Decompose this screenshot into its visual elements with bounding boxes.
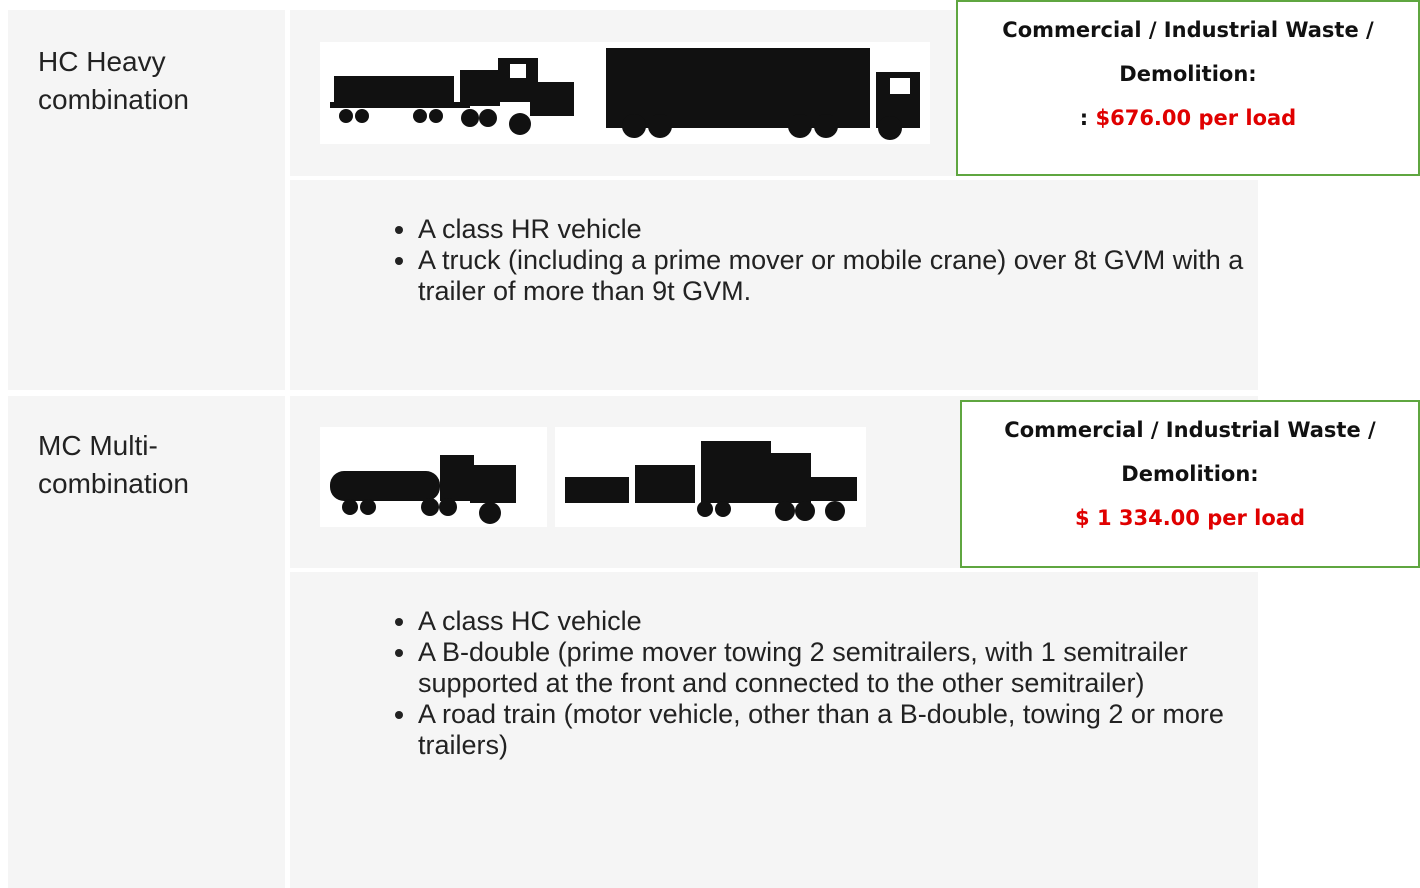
- bullet-item: A truck (including a prime mover or mobi…: [418, 245, 1258, 307]
- truck-image: [320, 42, 600, 144]
- bullet-cell: [290, 572, 1258, 888]
- bullet-list: A class HR vehicleA truck (including a p…: [378, 214, 1258, 307]
- bullet-item: A class HC vehicle: [418, 606, 1258, 637]
- box-heading: Commercial / Industrial Waste / Demoliti…: [1002, 18, 1374, 86]
- bullet-item: A class HR vehicle: [418, 214, 1258, 245]
- bullet-item: A B-double (prime mover towing 2 semitra…: [418, 637, 1258, 699]
- price: $ 1 334.00 per load: [1075, 506, 1305, 530]
- truck-image: [555, 427, 866, 527]
- truck-image: [320, 427, 547, 527]
- price: $676.00 per load: [1095, 106, 1297, 130]
- bullet-item: A road train (motor vehicle, other than …: [418, 699, 1258, 761]
- price-box: Commercial / Industrial Waste / Demoliti…: [960, 400, 1420, 568]
- box-heading: Commercial / Industrial Waste / Demoliti…: [1004, 418, 1376, 486]
- price-prefix: :: [1079, 106, 1096, 130]
- label-cell: [8, 10, 285, 390]
- row-label: HC Heavy combination: [38, 46, 189, 115]
- bullet-cell: [290, 180, 1258, 390]
- truck-image: [600, 42, 930, 144]
- bullet-list: A class HC vehicleA B-double (prime move…: [378, 606, 1258, 761]
- row-label: MC Multi-combination: [38, 430, 189, 499]
- price-box: Commercial / Industrial Waste / Demoliti…: [956, 0, 1420, 176]
- box-price: : $676.00 per load: [958, 96, 1418, 140]
- label-cell: [8, 396, 285, 888]
